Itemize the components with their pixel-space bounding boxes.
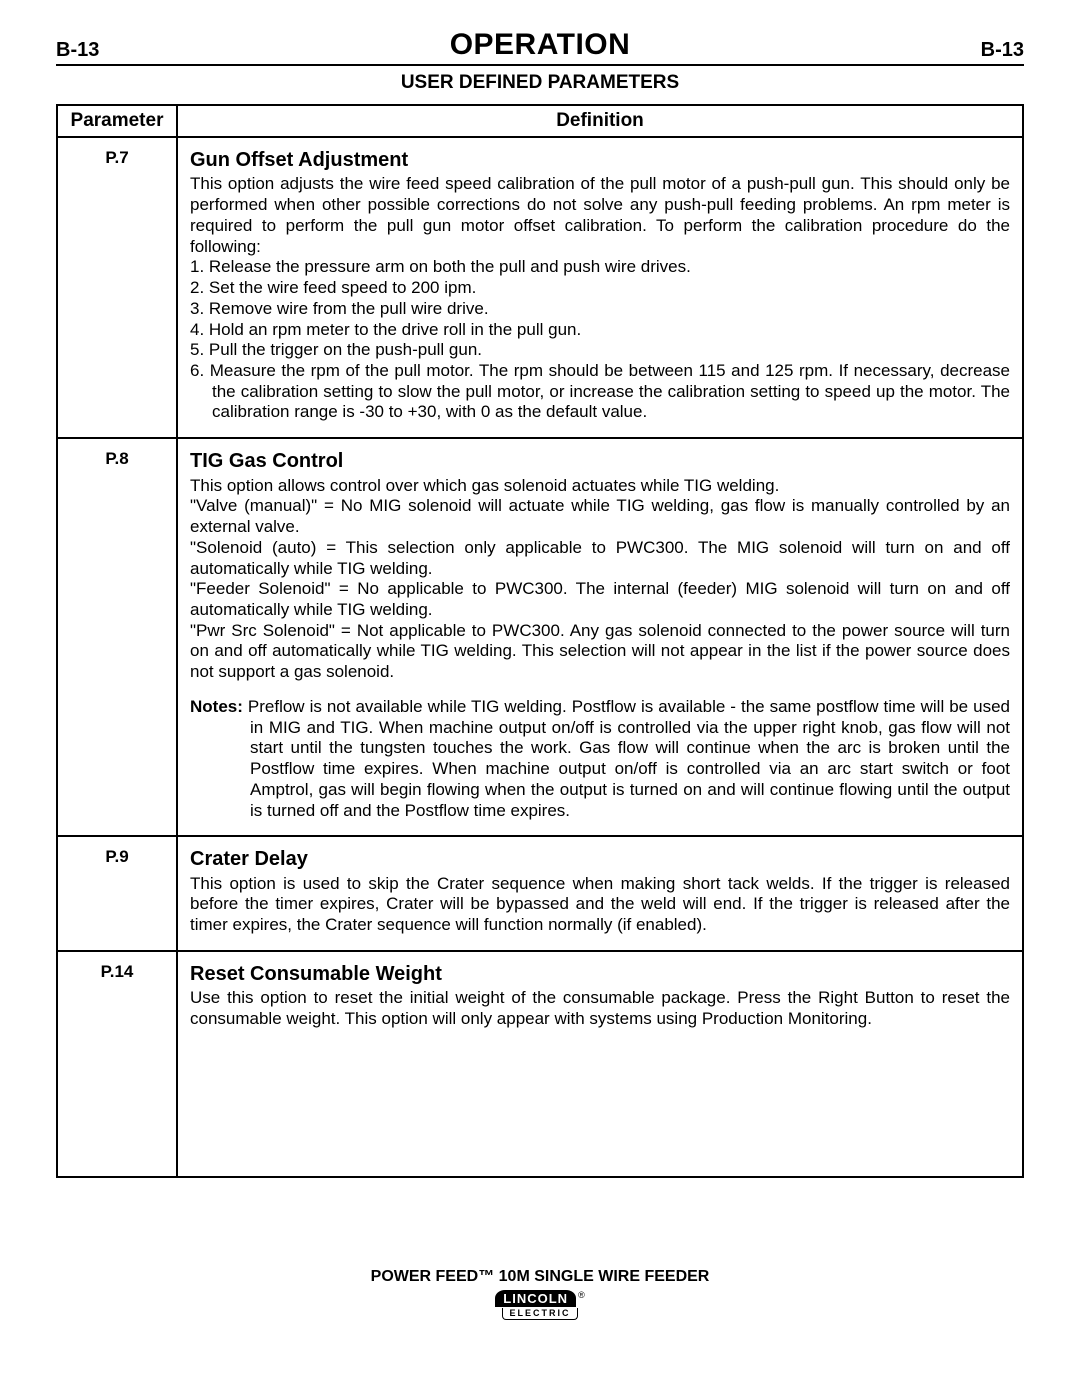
step-text: 1. Release the pressure arm on both the … — [190, 257, 1010, 278]
definition-text: This option allows control over which ga… — [190, 476, 1010, 497]
sub-title: USER DEFINED PARAMETERS — [56, 72, 1024, 94]
col-header-parameter: Parameter — [57, 105, 177, 137]
logo-bottom-text: ELECTRIC — [502, 1308, 579, 1320]
definition-text: Use this option to reset the initial wei… — [190, 988, 1010, 1029]
step-text: 6. Measure the rpm of the pull motor. Th… — [190, 361, 1010, 423]
definition-title: Crater Delay — [190, 847, 1010, 871]
definition-title: TIG Gas Control — [190, 449, 1010, 473]
title-divider — [56, 64, 1024, 66]
spacer — [190, 683, 1010, 697]
lincoln-electric-logo: LINCOLN® ELECTRIC — [495, 1290, 584, 1320]
definition-title: Gun Offset Adjustment — [190, 148, 1010, 172]
parameter-definition: Reset Consumable Weight Use this option … — [177, 951, 1023, 1177]
parameter-id: P.8 — [57, 438, 177, 836]
step-text: 5. Pull the trigger on the push-pull gun… — [190, 340, 1010, 361]
parameter-definition: Gun Offset Adjustment This option adjust… — [177, 137, 1023, 438]
definition-text: This option adjusts the wire feed speed … — [190, 174, 1010, 257]
parameter-id: P.9 — [57, 836, 177, 951]
definition-text: This option is used to skip the Crater s… — [190, 874, 1010, 936]
parameter-id: P.7 — [57, 137, 177, 438]
parameters-table: Parameter Definition P.7 Gun Offset Adju… — [56, 104, 1024, 1178]
parameter-definition: Crater Delay This option is used to skip… — [177, 836, 1023, 951]
registered-symbol: ® — [578, 1290, 585, 1300]
table-row: P.8 TIG Gas Control This option allows c… — [57, 438, 1023, 836]
definition-text: "Valve (manual)" = No MIG solenoid will … — [190, 496, 1010, 537]
parameter-id: P.14 — [57, 951, 177, 1177]
page-number-right: B-13 — [981, 39, 1024, 62]
step-text: 2. Set the wire feed speed to 200 ipm. — [190, 278, 1010, 299]
section-title: OPERATION — [450, 28, 631, 62]
logo-top-text: LINCOLN — [495, 1290, 576, 1307]
step-text: 4. Hold an rpm meter to the drive roll i… — [190, 320, 1010, 341]
col-header-definition: Definition — [177, 105, 1023, 137]
parameter-definition: TIG Gas Control This option allows contr… — [177, 438, 1023, 836]
definition-text: "Solenoid (auto) = This selection only a… — [190, 538, 1010, 579]
page-footer: POWER FEED™ 10M SINGLE WIRE FEEDER LINCO… — [56, 1268, 1024, 1321]
table-row: P.7 Gun Offset Adjustment This option ad… — [57, 137, 1023, 438]
table-row: P.14 Reset Consumable Weight Use this op… — [57, 951, 1023, 1177]
notes-body: Preflow is not available while TIG weldi… — [243, 697, 1010, 820]
notes-label: Notes: — [190, 697, 243, 716]
definition-title: Reset Consumable Weight — [190, 962, 1010, 986]
table-row: P.9 Crater Delay This option is used to … — [57, 836, 1023, 951]
step-text: 3. Remove wire from the pull wire drive. — [190, 299, 1010, 320]
definition-notes: Notes: Preflow is not available while TI… — [190, 697, 1010, 821]
footer-product-name: POWER FEED™ 10M SINGLE WIRE FEEDER — [56, 1268, 1024, 1286]
definition-text: "Pwr Src Solenoid" = Not applicable to P… — [190, 621, 1010, 683]
page-number-left: B-13 — [56, 39, 99, 62]
definition-text: "Feeder Solenoid" = No applicable to PWC… — [190, 579, 1010, 620]
